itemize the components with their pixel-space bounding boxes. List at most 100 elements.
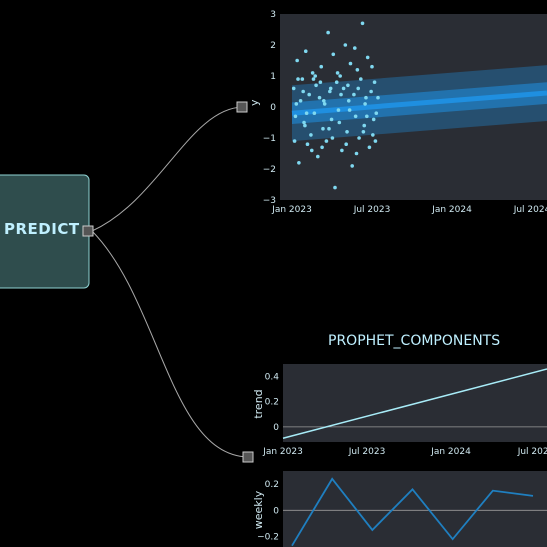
observed-point — [316, 154, 320, 159]
observed-point — [322, 99, 326, 103]
observed-point — [305, 142, 310, 146]
observed-point — [346, 83, 350, 88]
observed-point — [293, 114, 298, 119]
observed-point — [326, 30, 330, 35]
weekly-chart: 0.2 0 −0.2 weekly — [252, 471, 547, 547]
forecast-y-tick: 0 — [270, 103, 276, 113]
observed-point — [345, 130, 349, 134]
observed-point — [372, 80, 377, 84]
predict-output-port[interactable] — [82, 225, 94, 237]
observed-point — [343, 43, 348, 47]
weekly-y-tick: −0.2 — [257, 533, 279, 543]
observed-point — [321, 126, 325, 131]
observed-point — [303, 49, 308, 53]
observed-point — [355, 68, 360, 72]
observed-point — [353, 114, 358, 119]
predict-node[interactable]: PREDICT — [0, 174, 94, 289]
observed-point — [338, 74, 342, 78]
observed-point — [348, 61, 353, 66]
observed-point — [362, 123, 367, 128]
observed-point — [322, 102, 327, 106]
forecast-mean-line — [291, 90, 547, 116]
trend-y-label: trend — [252, 389, 265, 418]
weekly-y-label: weekly — [252, 490, 265, 529]
observed-point — [294, 102, 299, 106]
observed-point — [344, 142, 348, 146]
observed-point — [297, 161, 301, 165]
observed-point — [360, 21, 365, 26]
observed-point — [373, 139, 378, 143]
observed-point — [291, 86, 296, 91]
trend-chart: 0.4 0.2 0 Jan 2023 Jul 2023 Jan 2024 Jul 2024… — [252, 364, 547, 457]
observed-point — [331, 52, 336, 57]
observed-point — [304, 111, 309, 115]
observed-point — [320, 145, 324, 150]
trend-line — [282, 368, 547, 439]
observed-point — [292, 139, 297, 143]
observed-point — [335, 71, 340, 75]
observed-point — [327, 126, 331, 131]
observed-point — [367, 145, 372, 150]
observed-point — [302, 120, 306, 125]
observed-point — [370, 64, 374, 69]
observed-point — [334, 80, 339, 84]
observed-point — [328, 89, 332, 94]
trend-x-tick: Jan 2023 — [262, 447, 303, 457]
forecast-y-tick: 2 — [270, 41, 276, 51]
components-input-port[interactable] — [242, 451, 254, 463]
observed-point — [365, 114, 369, 119]
observed-point — [354, 151, 359, 156]
observed-point — [310, 71, 315, 75]
forecast-y-tick: −2 — [263, 165, 276, 175]
observed-point — [333, 185, 337, 190]
observed-point — [317, 95, 322, 100]
observed-point — [356, 86, 361, 91]
observed-point — [324, 139, 329, 143]
observed-point — [365, 55, 370, 60]
observed-point — [363, 102, 367, 106]
weekly-y-tick: 0.2 — [265, 480, 279, 490]
forecast-line — [291, 90, 547, 116]
observed-point — [339, 92, 343, 97]
observed-point — [371, 133, 375, 137]
forecast-x-ticks: Jan 2023 Jul 2023 Jan 2024 Jul 2024 — [271, 205, 547, 215]
observed-point — [329, 117, 334, 122]
trend-x-tick: Jul 2024 — [517, 447, 547, 457]
observed-point — [346, 99, 351, 103]
observed-point — [319, 64, 324, 69]
trend-y-tick: 0 — [273, 423, 279, 433]
observed-point — [313, 74, 318, 78]
observed-point — [337, 120, 342, 125]
observed-point — [296, 77, 300, 81]
observed-point — [295, 58, 299, 63]
observed-point — [298, 99, 303, 103]
observed-point — [347, 108, 352, 112]
observed-point — [330, 136, 335, 140]
observed-point — [369, 89, 373, 94]
trend-series-line — [282, 368, 547, 439]
observed-point — [340, 148, 344, 153]
trend-x-tick: Jul 2023 — [348, 447, 386, 457]
observed-point — [314, 83, 318, 88]
forecast-y-ticks: 3 2 1 0 −1 −2 −3 — [263, 10, 277, 206]
observed-point — [350, 164, 355, 168]
observed-point — [309, 148, 314, 153]
observed-point — [352, 92, 356, 97]
observed-point — [328, 86, 333, 91]
components-title: PROPHET_COMPONENTS — [328, 333, 500, 349]
observed-point — [301, 89, 305, 94]
forecast-y-tick: −1 — [263, 134, 276, 144]
forecast-x-tick: Jul 2024 — [513, 205, 547, 215]
observed-point — [374, 111, 379, 115]
weekly-y-tick: 0 — [273, 506, 279, 516]
trend-x-ticks: Jan 2023 Jul 2023 Jan 2024 Jul 2024 — [262, 447, 547, 457]
observed-point — [341, 86, 346, 91]
observed-point — [352, 46, 357, 50]
observed-point — [364, 95, 368, 100]
observed-point — [307, 92, 312, 97]
observed-point — [371, 117, 376, 122]
forecast-x-tick: Jan 2023 — [271, 205, 312, 215]
observed-points — [291, 21, 380, 190]
forecast-input-port[interactable] — [236, 101, 248, 113]
